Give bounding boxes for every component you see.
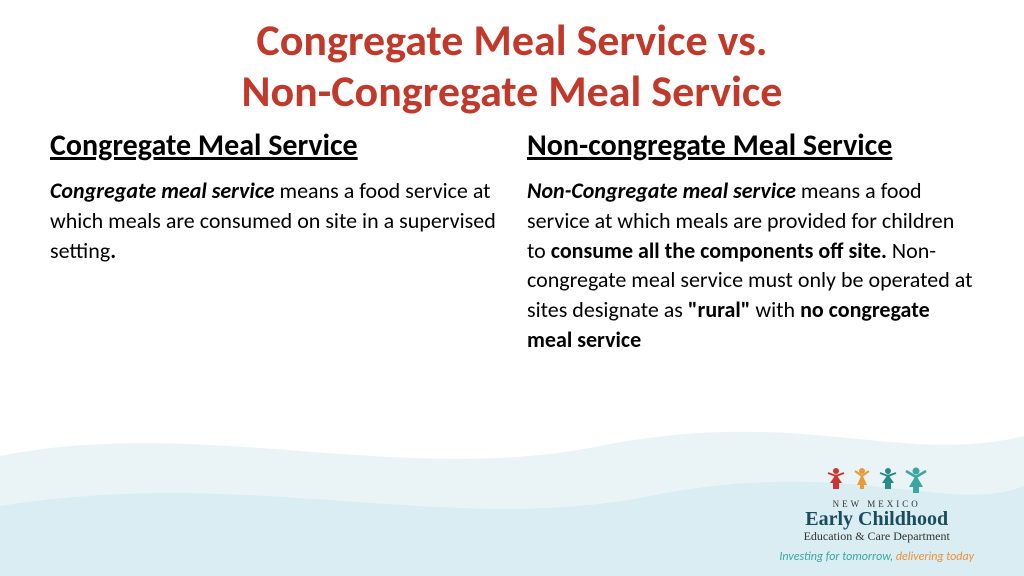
slide-title: Congregate Meal Service vs. Non-Congrega… bbox=[50, 15, 974, 116]
logo-main-text: Early Childhood bbox=[779, 509, 974, 529]
right-body: Non-Congregate meal service means a food… bbox=[527, 176, 974, 354]
logo-figure-2-icon bbox=[851, 465, 873, 491]
left-heading: Congregate Meal Service bbox=[50, 128, 497, 164]
tagline-part2: delivering today bbox=[896, 550, 974, 564]
logo-figure-4-icon bbox=[903, 465, 929, 495]
logo-dept-text: Education & Care Department bbox=[779, 529, 974, 544]
right-p1: Non-Congregate meal service bbox=[527, 177, 796, 204]
right-p5: "rural" bbox=[688, 296, 751, 323]
logo-figure-3-icon bbox=[877, 465, 899, 491]
logo-figures bbox=[779, 465, 974, 495]
column-right: Non-congregate Meal Service Non-Congrega… bbox=[527, 128, 974, 354]
logo-figure-1-icon bbox=[825, 465, 847, 491]
footer-logo: NEW MEXICO Early Childhood Education & C… bbox=[779, 465, 974, 564]
title-line2: Non-Congregate Meal Service bbox=[242, 64, 783, 118]
left-lead: Congregate meal service bbox=[50, 177, 275, 204]
right-heading: Non-congregate Meal Service bbox=[527, 128, 974, 164]
left-period: . bbox=[110, 237, 116, 264]
column-left: Congregate Meal Service Congregate meal … bbox=[50, 128, 497, 354]
two-column-layout: Congregate Meal Service Congregate meal … bbox=[50, 128, 974, 354]
right-p3: consume all the components off site. bbox=[551, 237, 887, 264]
left-body: Congregate meal service means a food ser… bbox=[50, 176, 497, 265]
tagline-part1: Investing for tomorrow, bbox=[779, 550, 895, 564]
title-line1: Congregate Meal Service vs. bbox=[256, 13, 767, 67]
right-p6: with bbox=[750, 296, 800, 323]
logo-tagline: Investing for tomorrow, delivering today bbox=[779, 550, 974, 564]
